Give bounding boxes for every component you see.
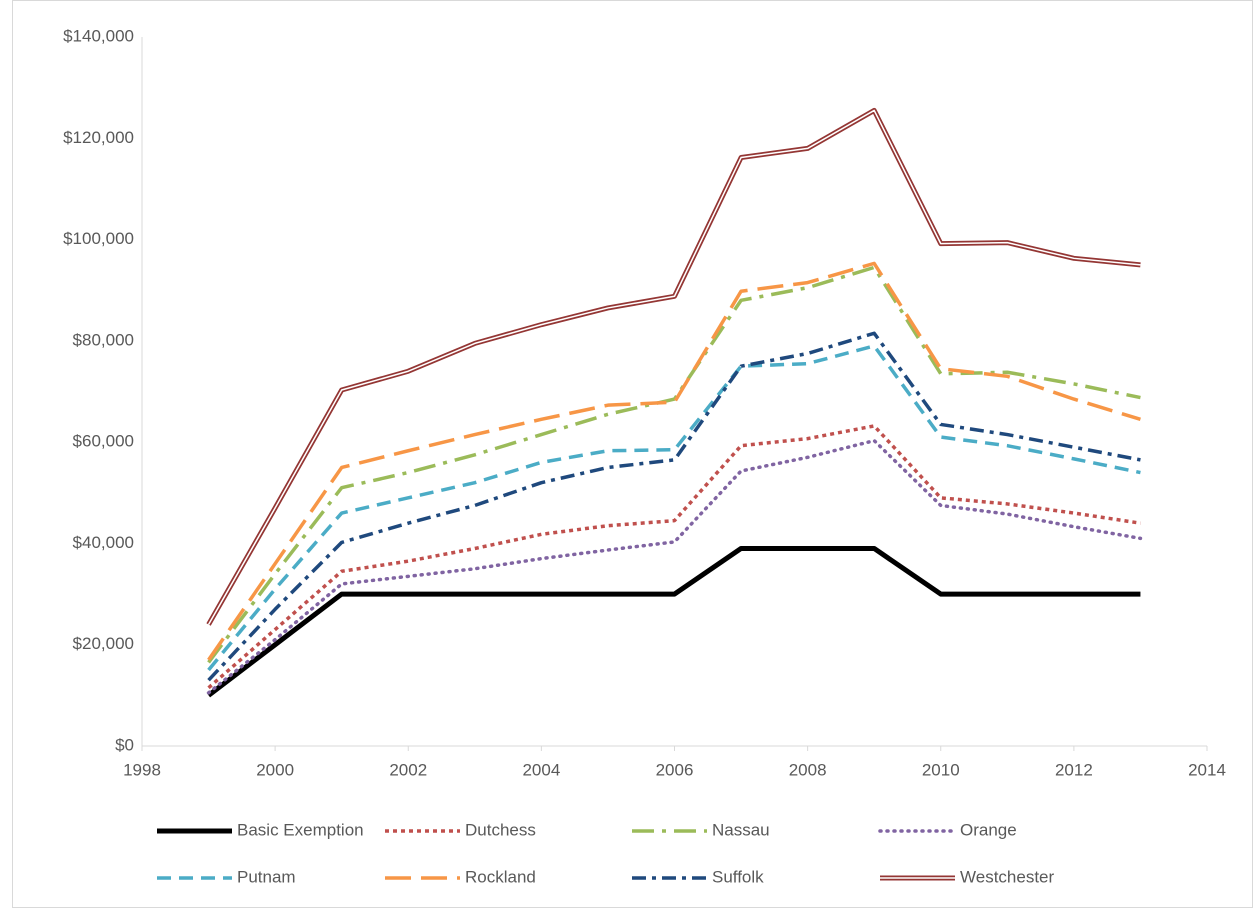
legend-label: Dutchess (465, 820, 536, 839)
series-line (206, 107, 1141, 626)
legend-label: Westchester (960, 867, 1055, 886)
series-line (206, 438, 1143, 695)
legend-label: Orange (960, 820, 1017, 839)
x-tick-label: 2006 (656, 760, 694, 779)
x-tick-label: 2002 (389, 760, 427, 779)
y-tick-label: $140,000 (63, 26, 134, 45)
y-tick-label: $40,000 (73, 533, 134, 552)
x-tick-label: 2012 (1055, 760, 1093, 779)
legend-label: Basic Exemption (237, 820, 364, 839)
legend-label: Putnam (237, 867, 296, 886)
series-line (207, 545, 1141, 698)
y-tick-label: $100,000 (63, 229, 134, 248)
x-tick-label: 2000 (256, 760, 294, 779)
series-line (207, 424, 1141, 690)
chart-frame (12, 0, 1253, 908)
series-line (207, 331, 1141, 682)
x-tick-label: 2008 (789, 760, 827, 779)
series-line (207, 344, 1141, 672)
legend-label: Nassau (712, 820, 770, 839)
series-line-inner (207, 109, 1141, 625)
y-tick-label: $80,000 (73, 330, 134, 349)
y-tick-label: $60,000 (73, 432, 134, 451)
x-tick-label: 2010 (922, 760, 960, 779)
y-tick-label: $0 (115, 735, 134, 754)
x-tick-label: 2014 (1188, 760, 1226, 779)
x-tick-label: 2004 (522, 760, 560, 779)
series-line (207, 261, 1141, 661)
legend-label: Rockland (465, 867, 536, 886)
y-tick-label: $20,000 (73, 634, 134, 653)
x-tick-label: 1998 (123, 760, 161, 779)
y-tick-label: $120,000 (63, 128, 134, 147)
legend-label: Suffolk (712, 867, 764, 886)
